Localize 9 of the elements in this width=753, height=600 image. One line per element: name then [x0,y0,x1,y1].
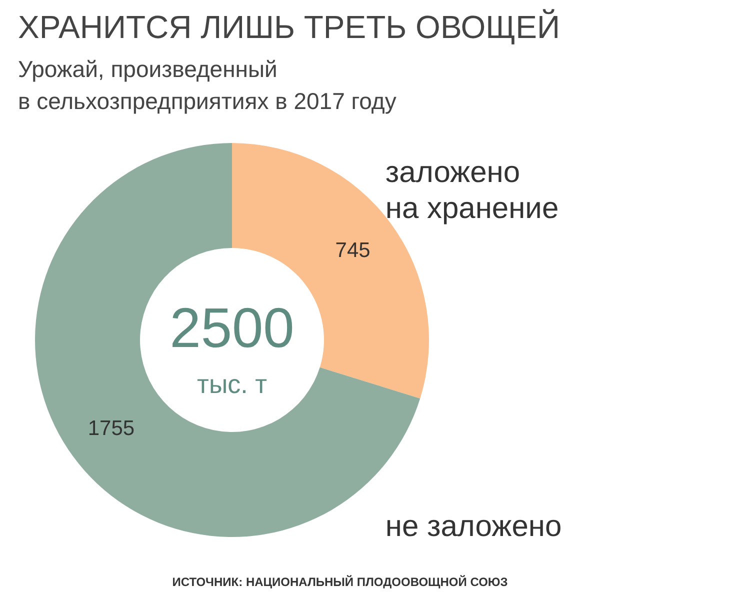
text: ИСТОЧНИК: НАЦИОНАЛЬНЫЙ ПЛОДООВОЩНОЙ СОЮЗ [172,575,508,589]
slice-label: не заложено [385,510,562,544]
text: тыс. т [197,369,268,399]
data-label: 1755 [88,416,135,440]
chart-subtitle: Урожай, произведенный в сельхозпредприятиях в 2017 году [18,56,397,114]
text: 2500 [170,296,294,359]
slice-label: заложено на хранение [385,156,559,225]
data-label: 745 [335,239,370,262]
chart-title: ХРАНИТСЯ ЛИШЬ ТРЕТЬ ОВОЩЕЙ [18,9,560,45]
